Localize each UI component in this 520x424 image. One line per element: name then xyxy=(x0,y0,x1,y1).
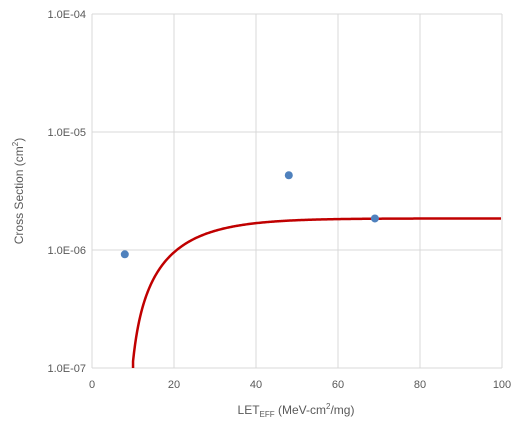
x-tick-label: 0 xyxy=(89,379,95,391)
data-points xyxy=(120,171,379,259)
x-tick-label: 60 xyxy=(332,379,344,391)
weibull-fit-curve xyxy=(131,217,502,368)
x-axis-label: LETEFF (MeV-cm2/mg) xyxy=(238,402,355,419)
y-tick-label: 1.0E-05 xyxy=(47,127,86,139)
x-tick-label: 20 xyxy=(168,379,180,391)
y-tick-labels: 1.0E-07 1.0E-06 1.0E-05 1.0E-04 xyxy=(47,9,86,375)
data-point xyxy=(120,250,129,259)
data-point xyxy=(370,214,379,223)
grid-lines xyxy=(91,13,503,369)
y-axis-label: Cross Section (cm2) xyxy=(11,138,26,244)
data-point xyxy=(284,171,293,180)
x-tick-label: 80 xyxy=(414,379,426,391)
y-tick-label: 1.0E-06 xyxy=(47,245,86,257)
y-tick-label: 1.0E-07 xyxy=(47,363,86,375)
x-tick-label: 40 xyxy=(250,379,262,391)
x-tick-label: 100 xyxy=(493,379,511,391)
fit-curve-layer xyxy=(131,217,502,368)
x-tick-labels: 0 20 40 60 80 100 xyxy=(89,379,511,391)
y-tick-label: 1.0E-04 xyxy=(47,9,86,21)
